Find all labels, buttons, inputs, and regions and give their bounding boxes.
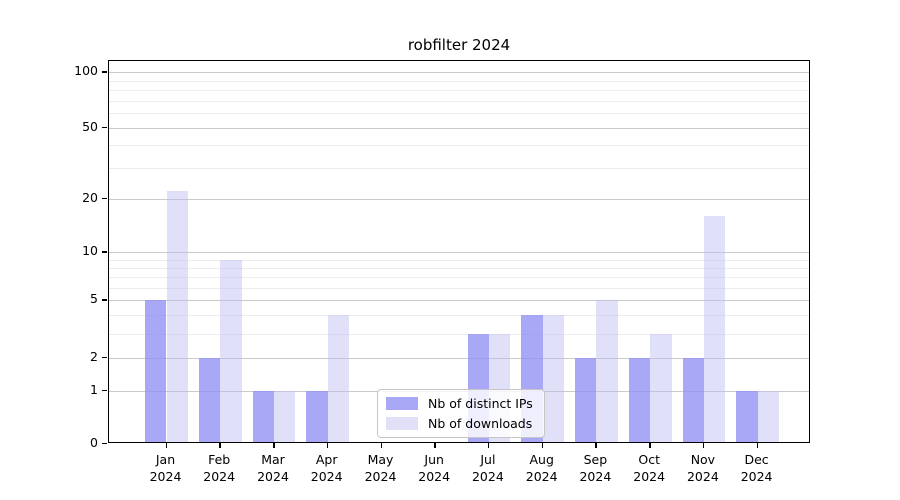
- x-tick-mark: [165, 443, 168, 448]
- minor-gridline: [109, 80, 809, 82]
- y-tick-mark: [102, 356, 107, 359]
- x-tick-mark: [541, 443, 544, 448]
- bar-downloads: [596, 300, 618, 442]
- x-tick-mark: [219, 443, 221, 448]
- bar-downloads: [274, 390, 296, 442]
- x-tick-label: Feb 2024: [203, 452, 236, 484]
- bar-downloads: [220, 259, 242, 442]
- y-tick-mark: [102, 389, 107, 392]
- bar-ips: [145, 300, 167, 442]
- x-tick-mark: [756, 443, 759, 448]
- y-tick-mark: [102, 251, 107, 253]
- minor-gridline: [109, 288, 809, 289]
- y-tick-label: 20: [82, 189, 98, 205]
- y-tick-mark: [102, 299, 107, 301]
- y-tick-mark: [102, 197, 107, 200]
- y-tick-label: 50: [82, 118, 98, 134]
- x-tick-mark: [434, 443, 436, 448]
- x-tick-label: Jul 2024: [471, 452, 504, 484]
- major-gridline: [109, 357, 809, 359]
- y-tick-label: 1: [90, 381, 98, 397]
- y-tick-mark: [102, 126, 107, 129]
- minor-gridline: [109, 145, 809, 147]
- legend-swatch: [386, 397, 418, 410]
- bar-downloads: [166, 191, 188, 442]
- x-tick-label: Mar 2024: [257, 452, 289, 484]
- bar-downloads: [703, 216, 726, 442]
- y-tick-label: 100: [74, 63, 98, 78]
- minor-gridline: [109, 268, 809, 269]
- x-tick-mark: [649, 443, 651, 448]
- y-tick-label: 10: [82, 243, 98, 258]
- bar-downloads: [650, 333, 672, 442]
- bar-ips: [575, 357, 597, 442]
- minor-gridline: [109, 100, 809, 102]
- major-gridline: [109, 72, 809, 73]
- legend-label: Nb of distinct IPs: [428, 396, 533, 411]
- minor-gridline: [109, 259, 809, 261]
- bar-ips: [628, 357, 651, 442]
- x-tick-label: Apr 2024: [310, 452, 343, 484]
- x-tick-mark: [273, 443, 275, 448]
- minor-gridline: [109, 315, 809, 317]
- legend-swatch: [386, 417, 418, 430]
- bar-downloads: [542, 315, 565, 442]
- bar-ips: [736, 390, 758, 442]
- x-tick-label: Nov 2024: [686, 452, 719, 484]
- x-tick-label: Aug 2024: [525, 452, 558, 484]
- bar-ips: [198, 357, 221, 442]
- legend: Nb of distinct IPs Nb of downloads: [377, 389, 545, 438]
- minor-gridline: [109, 90, 809, 91]
- minor-gridline: [109, 277, 809, 279]
- major-gridline: [109, 300, 809, 302]
- plot-area: [108, 60, 810, 443]
- minor-gridline: [109, 113, 809, 115]
- x-tick-mark: [380, 443, 383, 448]
- x-tick-label: May 2024: [364, 452, 397, 484]
- bar-ips: [252, 390, 274, 442]
- y-tick-mark: [102, 71, 107, 73]
- y-tick-label: 2: [90, 348, 98, 364]
- x-tick-label: Jan 2024: [149, 452, 182, 484]
- minor-gridline: [109, 333, 809, 335]
- bar-downloads: [757, 390, 779, 442]
- chart-title: robfilter 2024: [407, 36, 511, 54]
- bar-ips: [682, 357, 704, 442]
- x-tick-label: Jun 2024: [418, 452, 451, 484]
- legend-item: Nb of distinct IPs: [386, 396, 534, 411]
- y-tick-mark: [102, 442, 107, 445]
- y-tick-label: 0: [90, 434, 98, 450]
- major-gridline: [109, 127, 809, 129]
- x-tick-mark: [487, 443, 490, 448]
- legend-item: Nb of downloads: [386, 416, 534, 431]
- bar-downloads: [327, 315, 350, 442]
- bar-ips: [306, 390, 328, 442]
- x-tick-label: Sep 2024: [579, 452, 612, 484]
- major-gridline: [109, 198, 809, 200]
- major-gridline: [109, 252, 809, 253]
- y-tick-label: 5: [90, 291, 98, 307]
- x-tick-mark: [326, 443, 329, 448]
- x-tick-mark: [595, 443, 597, 448]
- minor-gridline: [109, 167, 809, 169]
- x-tick-mark: [702, 443, 705, 448]
- x-tick-label: Oct 2024: [633, 452, 666, 484]
- x-tick-label: Dec 2024: [740, 452, 773, 484]
- legend-label: Nb of downloads: [428, 416, 533, 431]
